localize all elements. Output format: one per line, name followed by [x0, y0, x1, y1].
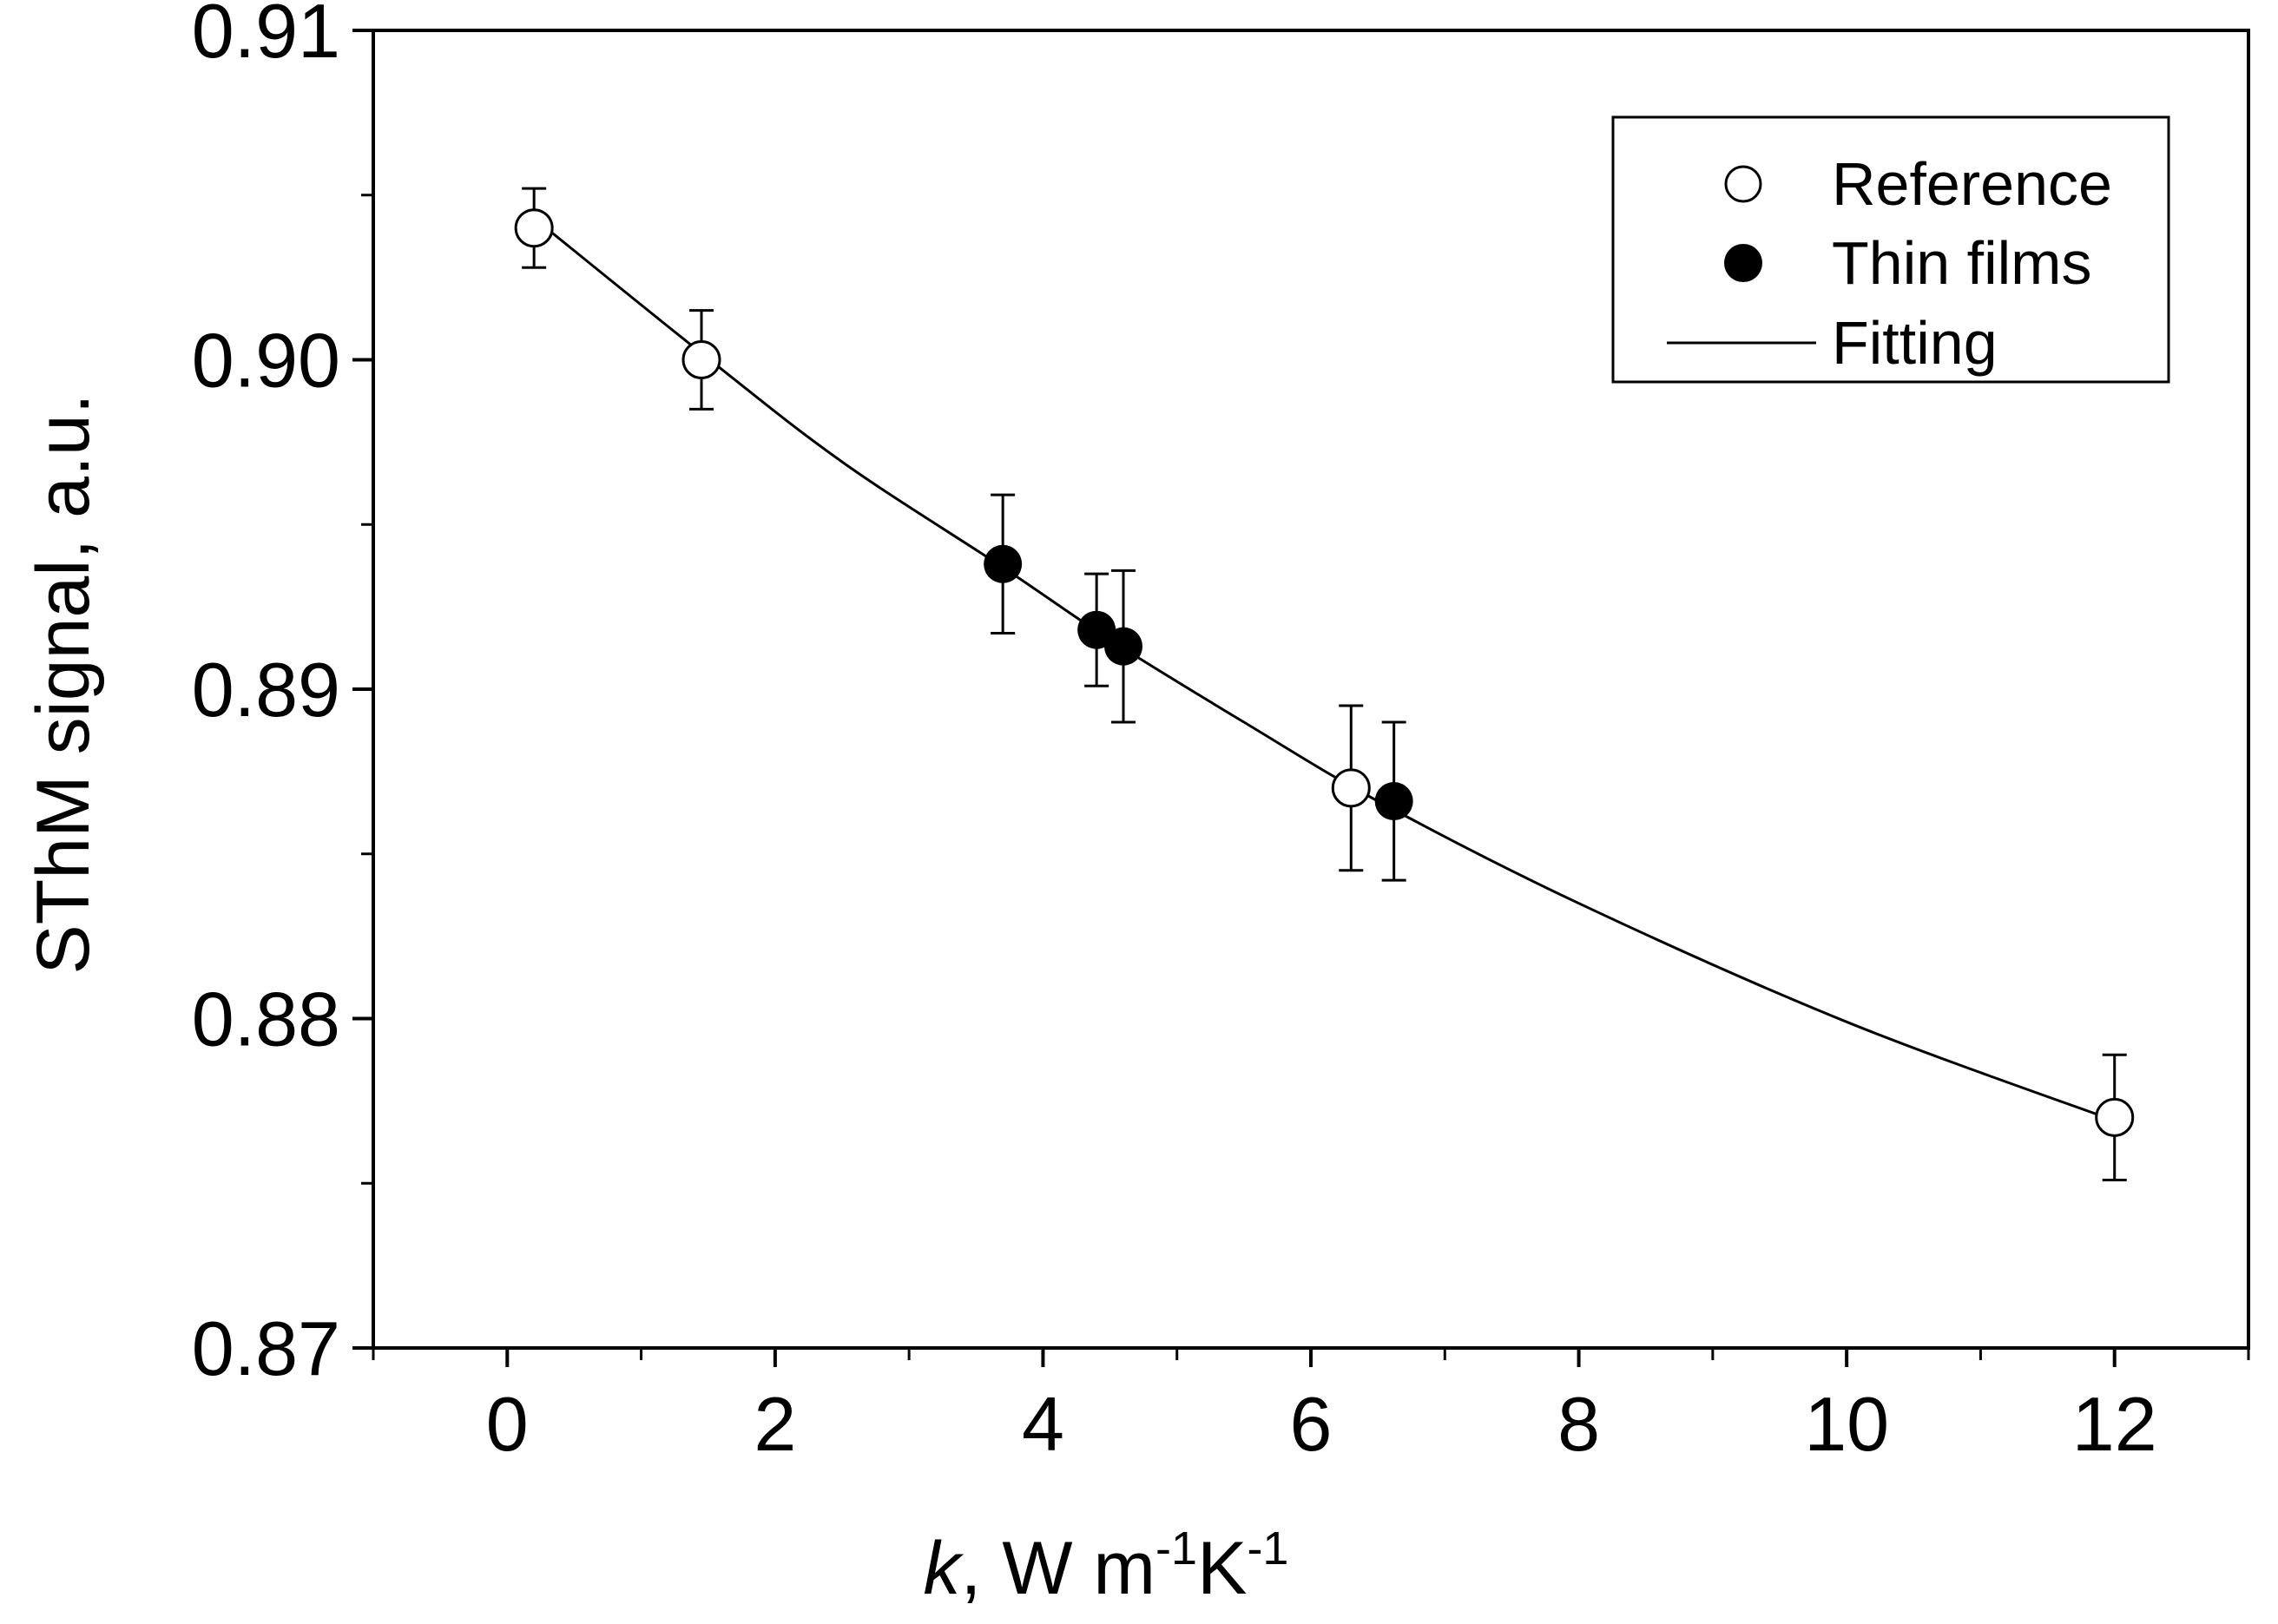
x-axis-title-units: , W m [961, 1527, 1156, 1610]
data-points-layer [514, 208, 2135, 1137]
legend-label-thin-films: Thin films [1832, 229, 2091, 297]
x-axis-title: k, W m-1K-1 [924, 1522, 1289, 1610]
legend: Reference Thin films Fitting [1611, 115, 2170, 384]
legend-label-reference: Reference [1832, 150, 2112, 218]
x-axis-title-exponent-1: -1 [1155, 1522, 1197, 1575]
x-axis-title-units-2: K [1197, 1527, 1247, 1610]
data-point-reference [2095, 1097, 2135, 1137]
legend-box [1611, 115, 2170, 384]
x-axis-title-exponent-2: -1 [1247, 1522, 1288, 1575]
x-tick-label: 8 [1557, 1381, 1600, 1467]
data-point-thin-films [1104, 627, 1142, 666]
x-tick-label: 0 [486, 1381, 529, 1467]
fitting-curve-layer [533, 217, 2116, 1122]
data-point-thin-films [984, 544, 1023, 583]
axis-ticks [352, 29, 2250, 1367]
legend-marker-thin-films [1724, 244, 1762, 282]
data-point-thin-films [1374, 782, 1413, 821]
y-tick-label: 0.89 [192, 647, 340, 733]
x-tick-label: 4 [1022, 1381, 1064, 1467]
data-point-reference [1331, 768, 1371, 808]
legend-label-fitting: Fitting [1832, 309, 1998, 377]
x-tick-label: 2 [754, 1381, 796, 1467]
x-tick-label: 6 [1290, 1381, 1333, 1467]
y-axis-title: SThM signal, a.u. [22, 393, 105, 974]
fitting-curve [533, 217, 2116, 1122]
legend-marker-reference [1724, 165, 1762, 203]
y-tick-label: 0.87 [192, 1305, 340, 1391]
data-point-reference [514, 208, 554, 248]
x-tick-label: 12 [2072, 1381, 2157, 1467]
x-tick-label: 10 [1804, 1381, 1889, 1467]
x-axis-title-symbol: k [924, 1527, 965, 1610]
data-point-reference [681, 340, 721, 379]
y-tick-label: 0.91 [192, 0, 340, 74]
y-tick-label: 0.90 [192, 318, 340, 404]
tick-labels: 0 2 4 6 8 10 12 0.87 0.88 0.89 0.90 0.91 [192, 0, 2157, 1467]
y-tick-label: 0.88 [192, 976, 340, 1062]
